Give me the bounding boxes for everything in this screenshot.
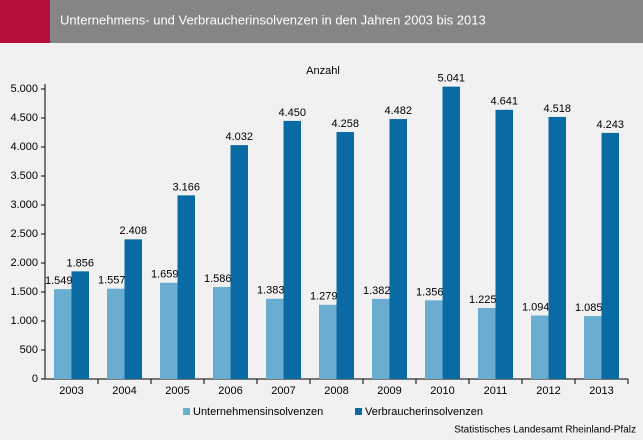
data-label: 1.557 — [98, 275, 126, 287]
bar — [548, 116, 566, 380]
data-label: 1.094 — [522, 301, 550, 313]
x-tick-label: 2011 — [484, 385, 508, 397]
bar — [213, 287, 231, 379]
header-bar — [0, 0, 643, 43]
bar — [266, 298, 284, 379]
chart-title: Unternehmens- und Verbraucherinsolvenzen… — [60, 12, 486, 27]
bar — [425, 300, 443, 379]
y-tick-label: 500 — [20, 344, 38, 356]
x-tick-label: 2007 — [271, 385, 295, 397]
x-tick-label: 2013 — [589, 385, 613, 397]
x-tick-label: 2003 — [59, 385, 83, 397]
x-tick-label: 2009 — [377, 385, 401, 397]
data-label: 1.085 — [575, 302, 603, 314]
data-label: 1.225 — [469, 294, 497, 306]
bar — [124, 239, 142, 379]
data-label: 1.382 — [363, 285, 391, 297]
y-tick-label: 0 — [32, 373, 38, 385]
bar — [319, 304, 337, 379]
bar — [372, 298, 390, 379]
data-label: 4.243 — [596, 119, 624, 131]
data-label: 1.659 — [151, 269, 179, 281]
bar — [601, 132, 619, 379]
bar — [177, 195, 195, 379]
data-label: 2.408 — [119, 225, 147, 237]
data-label: 1.586 — [204, 273, 232, 285]
legend-label: Unternehmensinsolvenzen — [193, 406, 323, 418]
data-label: 1.356 — [416, 286, 444, 298]
bar — [160, 282, 178, 379]
data-label: 3.166 — [172, 181, 200, 193]
legend-swatch — [183, 408, 190, 415]
bar — [336, 132, 354, 379]
data-label: 5.041 — [437, 73, 465, 85]
x-tick-label: 2005 — [165, 385, 189, 397]
y-tick-label: 1.000 — [10, 315, 38, 327]
y-tick-label: 4.500 — [10, 112, 38, 124]
source: Statistisches Landesamt Rheinland-Pfalz — [454, 425, 636, 436]
bar — [71, 271, 89, 379]
axis-label: Anzahl — [306, 65, 340, 77]
bar — [54, 289, 72, 379]
data-label: 4.450 — [278, 107, 306, 119]
legend-swatch — [355, 408, 362, 415]
x-tick-label: 2004 — [112, 385, 136, 397]
x-tick-label: 2008 — [324, 385, 348, 397]
data-label: 1.856 — [66, 257, 94, 269]
bar — [531, 315, 549, 379]
bar — [230, 145, 248, 379]
data-label: 1.383 — [257, 285, 285, 297]
bar — [584, 316, 602, 379]
x-tick-label: 2006 — [218, 385, 242, 397]
y-tick-label: 2.500 — [10, 228, 38, 240]
data-label: 1.279 — [310, 291, 338, 303]
x-tick-label: 2012 — [536, 385, 560, 397]
bar — [107, 288, 125, 379]
y-tick-label: 2.000 — [10, 257, 38, 269]
y-tick-label: 5.000 — [10, 83, 38, 95]
bar — [478, 307, 496, 379]
legend-label: Verbraucherinsolvenzen — [365, 406, 483, 418]
y-tick-label: 4.000 — [10, 141, 38, 153]
bar — [389, 119, 407, 379]
data-label: 4.641 — [490, 96, 518, 108]
y-tick-label: 1.500 — [10, 286, 38, 298]
x-tick-label: 2010 — [430, 385, 454, 397]
bar — [283, 120, 301, 380]
bar — [442, 86, 460, 379]
y-tick-label: 3.000 — [10, 199, 38, 211]
data-label: 4.482 — [384, 105, 412, 117]
data-label: 4.258 — [331, 118, 359, 130]
data-label: 4.518 — [543, 103, 571, 115]
y-tick-label: 3.500 — [10, 170, 38, 182]
bar — [495, 109, 513, 380]
data-label: 4.032 — [225, 131, 253, 143]
header-accent — [0, 0, 50, 43]
data-label: 1.549 — [45, 275, 73, 287]
